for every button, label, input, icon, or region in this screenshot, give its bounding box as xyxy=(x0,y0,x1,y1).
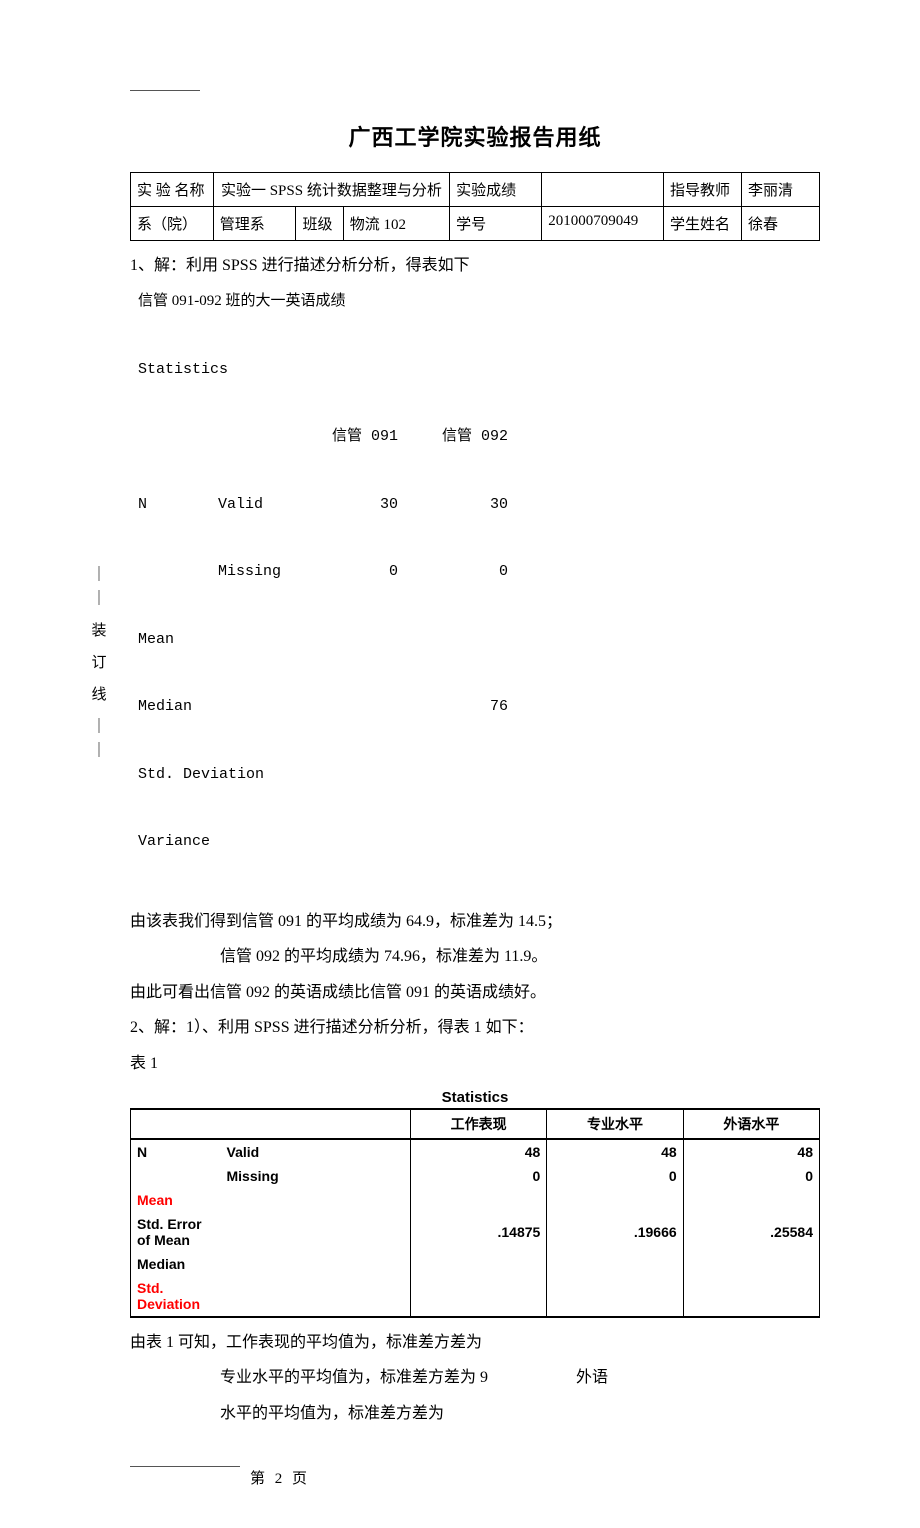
stats1-caption: Statistics xyxy=(138,359,218,382)
label-exp-name: 实 验 名称 xyxy=(131,173,214,207)
block1-title: 信管 091-092 班的大一英语成绩 xyxy=(138,289,820,310)
label-exp-grade: 实验成绩 xyxy=(450,173,542,207)
value-sname: 徐春 xyxy=(741,207,819,241)
stats1-std: Std. Deviation xyxy=(138,764,264,787)
stats2-row-sublabel xyxy=(221,1252,411,1276)
stats2-cell: 48 xyxy=(411,1139,547,1164)
stats2-row-label: Std. Deviation xyxy=(131,1276,221,1317)
stats2-cell xyxy=(547,1252,683,1276)
stats2-cell: 0 xyxy=(547,1164,683,1188)
stats1-n: N xyxy=(138,494,218,517)
stats1-miss2: 0 xyxy=(418,561,508,584)
header-info-table: 实 验 名称 实验一 SPSS 统计数据整理与分析 实验成绩 指导教师 李丽清 … xyxy=(130,172,820,241)
stats1-valid: Valid xyxy=(218,494,328,517)
value-tutor: 李丽清 xyxy=(741,173,819,207)
stats1-block: Statistics 信管 091 信管 092 N Valid 30 30 M… xyxy=(138,314,820,899)
stats2-cell xyxy=(547,1276,683,1317)
stats2-cell xyxy=(547,1188,683,1212)
label-dept: 系（院） xyxy=(131,207,214,241)
stats2-cell xyxy=(411,1252,547,1276)
stats2-row-label: Mean xyxy=(131,1188,221,1212)
stats2-cell: 0 xyxy=(683,1164,819,1188)
stats1-missing: Missing xyxy=(218,561,328,584)
stats2-table: 工作表现 专业水平 外语水平 NValid484848Missing000Mea… xyxy=(130,1108,820,1318)
stats2-caption: Statistics xyxy=(130,1089,820,1106)
stats2-row-sublabel xyxy=(221,1212,411,1252)
q2-line2-tail: 外语 xyxy=(576,1369,608,1386)
label-sname: 学生姓名 xyxy=(663,207,741,241)
stats1-valid1: 30 xyxy=(328,494,418,517)
q1-line2: 信管 092 的平均成绩为 74.96，标准差为 11.9。 xyxy=(220,944,820,970)
stats2-cell xyxy=(683,1276,819,1317)
stats2-row-sublabel: Valid xyxy=(221,1139,411,1164)
q1-line3: 由此可看出信管 092 的英语成绩比信管 091 的英语成绩好。 xyxy=(130,980,820,1006)
q2-line3: 水平的平均值为，标准差方差为 xyxy=(220,1401,820,1427)
stats2-cell xyxy=(411,1276,547,1317)
q2-tab-label: 表 1 xyxy=(130,1051,820,1077)
value-dept: 管理系 xyxy=(213,207,296,241)
top-rule xyxy=(130,90,200,91)
stats2-row-label: Std. Error of Mean xyxy=(131,1212,221,1252)
stats2-cell: 0 xyxy=(411,1164,547,1188)
stats2-cell: .25584 xyxy=(683,1212,819,1252)
value-exp-name: 实验一 SPSS 统计数据整理与分析 xyxy=(213,173,449,207)
stats2-cell: .19666 xyxy=(547,1212,683,1252)
stats2-cell xyxy=(683,1188,819,1212)
q2-line1: 由表 1 可知，工作表现的平均值为，标准差方差为 xyxy=(130,1330,820,1356)
label-class: 班级 xyxy=(296,207,343,241)
stats2-row-sublabel xyxy=(221,1188,411,1212)
stats1-var: Variance xyxy=(138,831,210,854)
label-sid: 学号 xyxy=(450,207,542,241)
stats2-cell: 48 xyxy=(547,1139,683,1164)
page-footer: 第 2 页 xyxy=(130,1467,820,1488)
stats2-row-sublabel: Missing xyxy=(221,1164,411,1188)
stats2-cell: 48 xyxy=(683,1139,819,1164)
page-title: 广西工学院实验报告用纸 xyxy=(130,120,820,152)
q2-line2-wrap: 专业水平的平均值为，标准差方差为 9 外语 xyxy=(220,1365,820,1391)
stats1-col2: 信管 092 xyxy=(418,426,508,449)
value-exp-grade xyxy=(542,173,664,207)
stats1-mean: Mean xyxy=(138,629,218,652)
label-tutor: 指导教师 xyxy=(663,173,741,207)
stats1-median: Median xyxy=(138,696,218,719)
stats2-row-label xyxy=(131,1164,221,1188)
stats1-median2: 76 xyxy=(418,696,508,719)
page-container: 广西工学院实验报告用纸 实 验 名称 实验一 SPSS 统计数据整理与分析 实验… xyxy=(0,0,920,1528)
stats1-miss1: 0 xyxy=(328,561,418,584)
stats2-row-label: N xyxy=(131,1139,221,1164)
q2-intro: 2、解：1）、利用 SPSS 进行描述分析分析，得表 1 如下： xyxy=(130,1015,820,1041)
stats2-row-label: Median xyxy=(131,1252,221,1276)
stats2-h1: 工作表现 xyxy=(411,1109,547,1139)
stats2-cell xyxy=(683,1252,819,1276)
stats2-h3: 外语水平 xyxy=(683,1109,819,1139)
stats1-col1: 信管 091 xyxy=(328,426,418,449)
q1-intro: 1、解：利用 SPSS 进行描述分析分析，得表如下 xyxy=(130,253,820,279)
q2-line2: 专业水平的平均值为，标准差方差为 9 xyxy=(220,1369,488,1386)
stats2-cell xyxy=(411,1188,547,1212)
stats1-valid2: 30 xyxy=(418,494,508,517)
value-class: 物流 102 xyxy=(343,207,449,241)
stats2-cell: .14875 xyxy=(411,1212,547,1252)
value-sid: 201000709049 xyxy=(542,207,664,241)
stats2-row-sublabel xyxy=(221,1276,411,1317)
q1-line1: 由该表我们得到信管 091 的平均成绩为 64.9，标准差为 14.5； xyxy=(130,909,820,935)
stats2-h2: 专业水平 xyxy=(547,1109,683,1139)
